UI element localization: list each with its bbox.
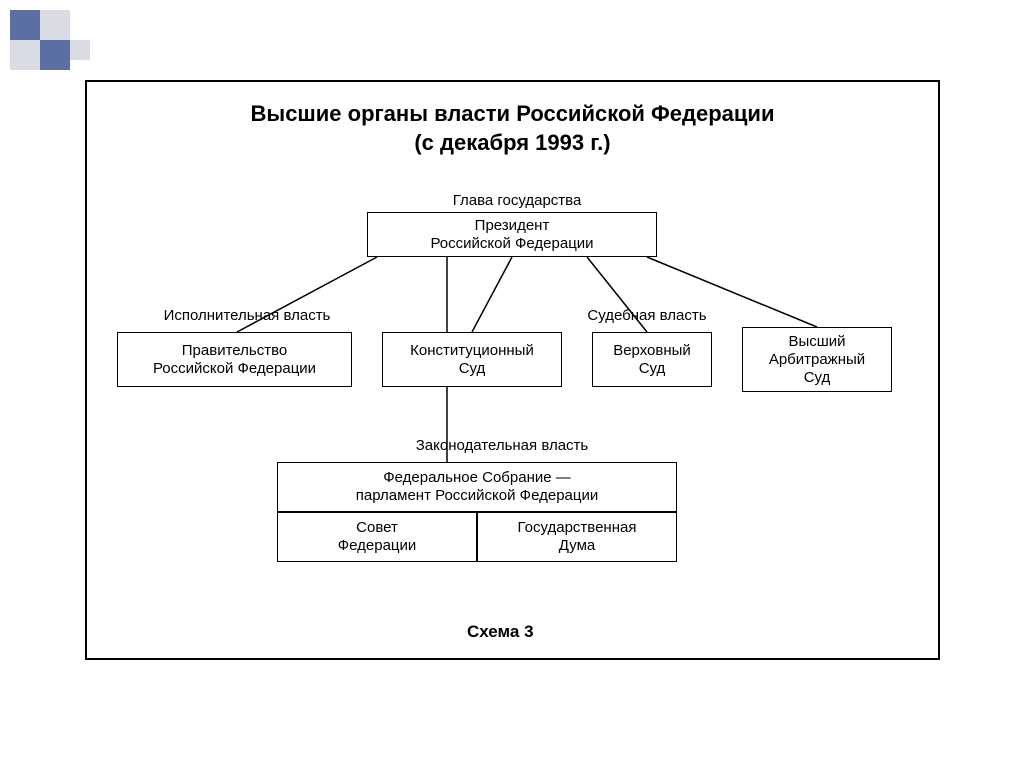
box-state-duma: Государственная Дума: [477, 512, 677, 562]
label-judicial: Судебная власть: [562, 307, 732, 324]
title-line2: (с декабря 1993 г.): [87, 129, 938, 158]
box-government: Правительство Российской Федерации: [117, 332, 352, 387]
scheme-number: Схема 3: [467, 622, 534, 642]
diagram-frame: Высшие органы власти Российской Федераци…: [85, 80, 940, 660]
deco-block: [10, 10, 40, 40]
label-legislative: Законодательная власть: [387, 437, 617, 454]
box-supreme-court: Верховный Суд: [592, 332, 712, 387]
diagram-title: Высшие органы власти Российской Федераци…: [87, 100, 938, 157]
label-head-of-state: Глава государства: [417, 192, 617, 209]
box-arbitration-court: Высший Арбитражный Суд: [742, 327, 892, 392]
label-executive: Исполнительная власть: [142, 307, 352, 324]
deco-block: [70, 40, 90, 60]
box-constitutional-court: Конституционный Суд: [382, 332, 562, 387]
box-president: Президент Российской Федерации: [367, 212, 657, 257]
deco-block: [40, 40, 70, 70]
box-federation-council: Совет Федерации: [277, 512, 477, 562]
title-line1: Высшие органы власти Российской Федераци…: [87, 100, 938, 129]
deco-block: [40, 10, 70, 40]
box-federal-assembly: Федеральное Собрание — парламент Российс…: [277, 462, 677, 512]
deco-block: [10, 40, 40, 70]
